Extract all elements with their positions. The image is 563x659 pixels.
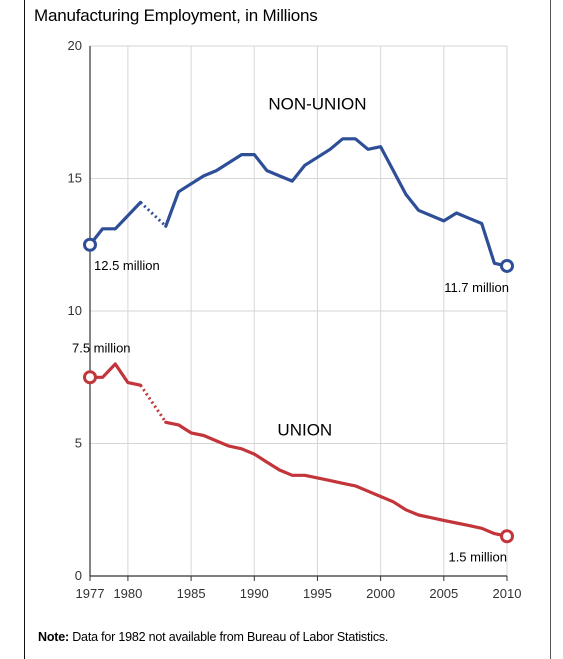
series-layer — [83, 137, 514, 544]
y-tick-label: 5 — [75, 436, 82, 451]
non-union-missing-data-gap — [139, 201, 167, 228]
union-start-marker — [83, 370, 97, 385]
non-union-series-line — [164, 137, 509, 268]
gridlines — [90, 45, 508, 576]
non-union-end-marker — [500, 258, 514, 273]
union-end-marker — [500, 529, 514, 544]
union-label: UNION — [277, 421, 332, 440]
y-tick-label: 20 — [68, 38, 82, 53]
labels: NON-UNION UNION 12.5 million 11.7 million 7.… — [72, 95, 509, 565]
non-union-start-marker — [83, 237, 97, 252]
value-annotation: 12.5 million — [94, 258, 160, 273]
x-tick-label: 1980 — [113, 586, 142, 601]
x-tick-label: 2010 — [493, 586, 522, 601]
non-union-label: NON-UNION — [268, 95, 366, 114]
non-union-series-line — [88, 200, 143, 247]
y-tick-label: 0 — [75, 568, 82, 583]
union-series-line — [164, 420, 509, 538]
chart-title: Manufacturing Employment, in Millions — [34, 6, 318, 25]
value-annotation: 7.5 million — [72, 340, 131, 355]
x-tick-label: 2005 — [429, 586, 458, 601]
footnote-text: Data for 1982 not available from Bureau … — [72, 630, 389, 644]
x-tick-label: 1977 — [76, 586, 105, 601]
x-tick-label: 1990 — [240, 586, 269, 601]
y-tick-label: 15 — [68, 171, 82, 186]
union-series-line — [88, 362, 143, 387]
value-annotation: 11.7 million — [444, 280, 509, 295]
x-tick-label: 2000 — [366, 586, 395, 601]
x-tick-label: 1995 — [303, 586, 332, 601]
y-tick-label: 10 — [68, 303, 82, 318]
frame-left-border — [24, 0, 25, 659]
axes: 0 5 10 15 20 1977 1980 1985 1990 1995 2000 2005 2010 — [68, 38, 522, 601]
x-tick-label: 1985 — [177, 586, 206, 601]
footnote-label: Note: — [38, 630, 69, 644]
value-annotation: 1.5 million — [448, 549, 507, 564]
footnote: Note: Data for 1982 not available from B… — [38, 630, 388, 644]
frame-right-border — [550, 0, 551, 659]
union-missing-data-gap — [139, 384, 168, 424]
